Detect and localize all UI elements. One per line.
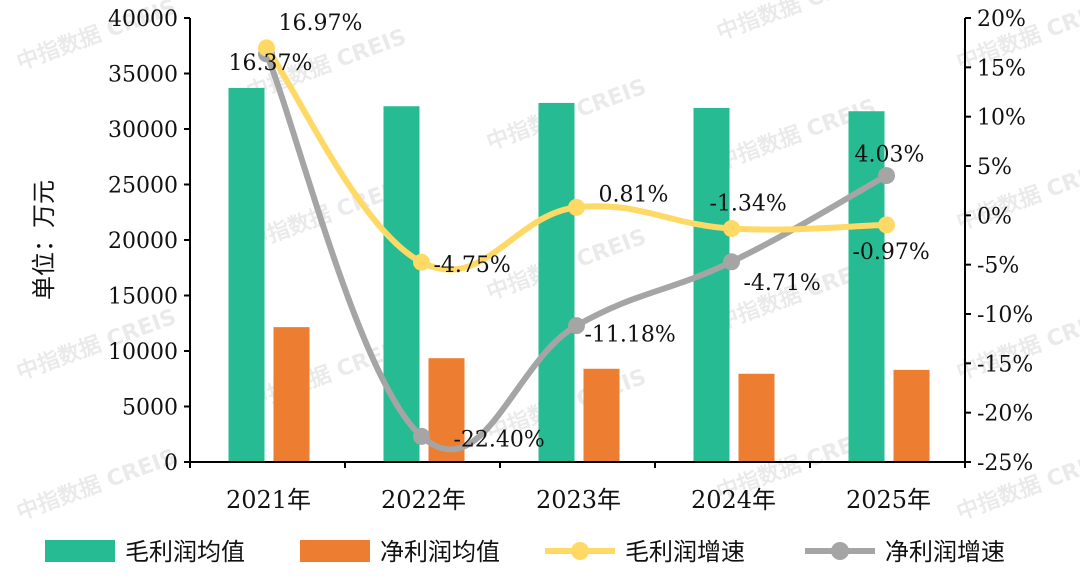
y2-tick-label: 5% <box>977 155 1012 180</box>
line-gross-growth <box>264 46 887 273</box>
y2-tick-label: -5% <box>977 254 1019 279</box>
x-tick-label: 2022年 <box>381 486 466 514</box>
legend-marker-0 <box>571 542 589 560</box>
bar-net-profit-4 <box>893 369 930 462</box>
y-tick-label: 30000 <box>108 118 178 143</box>
legend-swatch-1 <box>300 540 370 562</box>
point-net-growth-4 <box>878 167 895 185</box>
y-tick-label: 0 <box>164 451 178 476</box>
bar-gross-profit-1 <box>383 106 420 463</box>
bar-net-profit-2 <box>583 368 620 462</box>
data-label-net-growth-0: 16.37% <box>229 51 313 76</box>
data-label-net-growth-2: -11.18% <box>585 323 676 348</box>
bar-net-profit-0 <box>273 327 310 462</box>
data-label-net-growth-4: 4.03% <box>855 143 925 168</box>
y2-tick-label: -15% <box>977 352 1033 377</box>
axes: 0 5000 10000 15000 20000 25000 30000 35000 40000… <box>108 7 1033 514</box>
point-gross-growth-3 <box>723 220 740 238</box>
bars <box>228 87 930 463</box>
bar-gross-profit-0 <box>228 87 265 463</box>
y2-tick-label: 10% <box>977 106 1026 131</box>
point-net-growth-1 <box>413 427 430 445</box>
point-net-growth-2 <box>568 317 585 335</box>
line-net-growth <box>263 52 888 453</box>
bar-gross-profit-2 <box>538 102 575 462</box>
watermark-text: 中指数据 CREIS <box>713 0 880 46</box>
data-label-gross-growth-0: 16.97% <box>279 11 363 36</box>
x-tick-label: 2021年 <box>226 486 311 514</box>
point-gross-growth-2 <box>568 198 585 216</box>
data-label-net-growth-3: -4.71% <box>744 271 821 296</box>
y2-tick-label: 20% <box>977 7 1026 32</box>
point-gross-growth-1 <box>413 253 430 271</box>
y2-tick-label: -20% <box>977 402 1033 427</box>
y2-tick-label: 15% <box>977 56 1026 81</box>
data-label-gross-growth-4: -0.97% <box>853 240 930 265</box>
legend-swatch-0 <box>45 540 115 562</box>
x-tick-label: 2024年 <box>691 486 776 514</box>
bar-net-profit-3 <box>738 373 775 462</box>
point-gross-growth-0 <box>258 39 275 57</box>
lines: 16.97% -4.75% 0.81% -1.34% -0.97% 16.37% -22.4… <box>229 11 930 453</box>
y2-tick-label: -10% <box>977 303 1033 328</box>
data-label-net-growth-1: -22.40% <box>454 427 545 452</box>
data-label-gross-growth-3: -1.34% <box>710 192 787 217</box>
y-axis-label: 单位：万元 <box>30 180 58 300</box>
y-tick-label: 35000 <box>108 63 178 88</box>
y-tick-label: 5000 <box>122 396 178 421</box>
legend-label-line-0: 毛利润增速 <box>625 538 745 566</box>
legend-label-0: 毛利润均值 <box>125 538 245 566</box>
data-label-gross-growth-2: 0.81% <box>599 182 669 207</box>
y2-tick-label: -25% <box>977 451 1033 476</box>
bar-gross-profit-4 <box>848 111 885 463</box>
x-tick-label: 2023年 <box>536 486 621 514</box>
x-tick-label: 2025年 <box>846 486 931 514</box>
legend-label-line-1: 净利润增速 <box>885 538 1005 566</box>
legend-marker-1 <box>831 542 849 560</box>
y-tick-label: 15000 <box>108 285 178 310</box>
point-gross-growth-4 <box>878 216 895 234</box>
data-label-gross-growth-1: -4.75% <box>434 253 511 278</box>
y-tick-label: 10000 <box>108 340 178 365</box>
y-tick-label: 20000 <box>108 229 178 254</box>
point-net-growth-3 <box>723 253 740 271</box>
legend: 毛利润均值 净利润均值 毛利润增速 净利润增速 <box>45 538 1005 566</box>
y-tick-label: 25000 <box>108 174 178 199</box>
watermark-text: 中指数据 CREIS <box>13 444 180 526</box>
y-tick-label: 40000 <box>108 7 178 32</box>
watermark-text: 中指数据 CREIS <box>953 154 1080 236</box>
legend-label-1: 净利润均值 <box>380 538 500 566</box>
bar-gross-profit-3 <box>693 107 730 462</box>
y2-tick-label: 0% <box>977 204 1012 229</box>
